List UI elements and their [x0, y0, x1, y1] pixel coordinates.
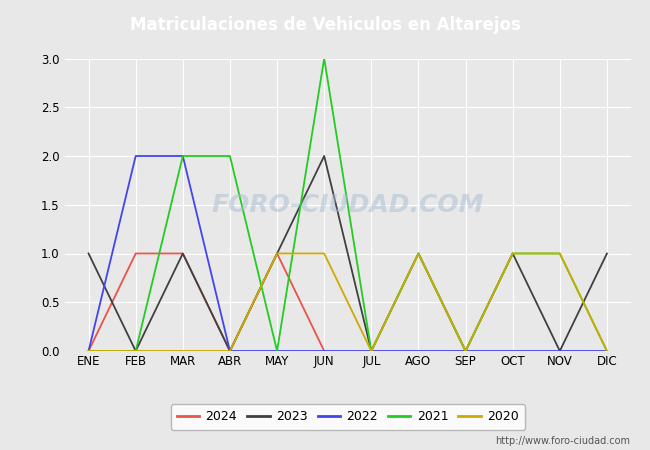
Text: Matriculaciones de Vehiculos en Altarejos: Matriculaciones de Vehiculos en Altarejo…	[129, 16, 521, 34]
Text: http://www.foro-ciudad.com: http://www.foro-ciudad.com	[495, 436, 630, 446]
Legend: 2024, 2023, 2022, 2021, 2020: 2024, 2023, 2022, 2021, 2020	[170, 404, 525, 430]
Text: FORO-CIUDAD.COM: FORO-CIUDAD.COM	[211, 193, 484, 217]
